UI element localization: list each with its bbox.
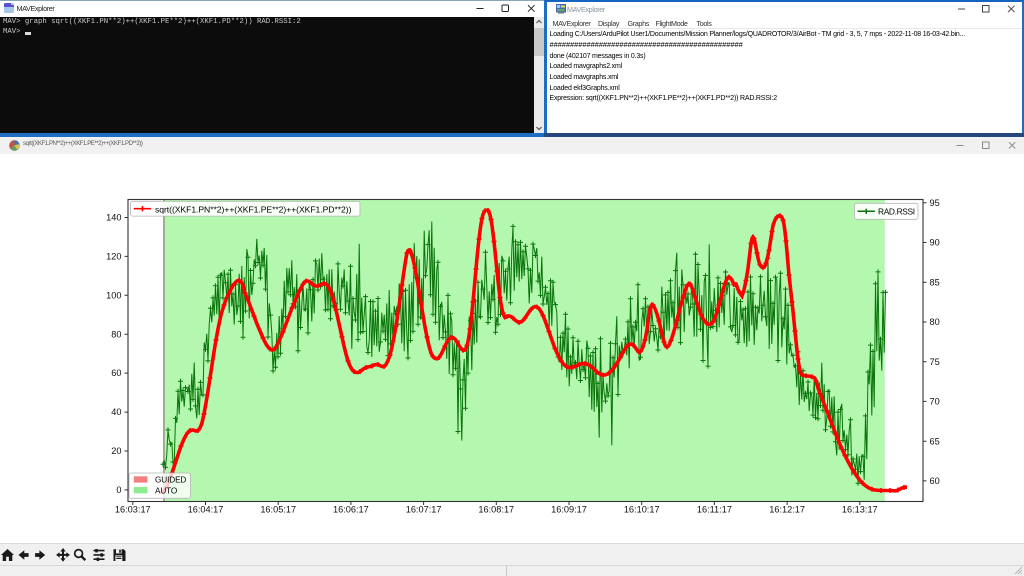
svg-text:16:11:17: 16:11:17: [697, 505, 732, 515]
svg-text:sqrt((XKF1.PN**2)++(XKF1.PE**2: sqrt((XKF1.PN**2)++(XKF1.PE**2)++(XKF1.P…: [155, 204, 352, 214]
svg-text:120: 120: [106, 252, 121, 262]
svg-text:90: 90: [930, 238, 940, 248]
svg-text:85: 85: [930, 277, 940, 287]
svg-text:GUIDED: GUIDED: [155, 476, 186, 485]
svg-text:40: 40: [111, 407, 121, 417]
svg-text:95: 95: [930, 198, 940, 208]
svg-text:16:05:17: 16:05:17: [260, 505, 296, 515]
svg-text:140: 140: [106, 213, 121, 223]
svg-text:100: 100: [106, 290, 121, 300]
svg-text:80: 80: [930, 317, 940, 327]
svg-text:80: 80: [111, 329, 121, 339]
svg-text:16:13:17: 16:13:17: [842, 505, 878, 515]
svg-text:0: 0: [116, 485, 121, 495]
svg-text:16:04:17: 16:04:17: [188, 505, 224, 515]
svg-text:60: 60: [111, 368, 121, 378]
svg-text:16:08:17: 16:08:17: [478, 505, 514, 515]
svg-text:16:09:17: 16:09:17: [551, 505, 587, 515]
svg-text:16:03:17: 16:03:17: [115, 505, 151, 515]
svg-text:AUTO: AUTO: [155, 486, 177, 495]
svg-text:16:06:17: 16:06:17: [333, 505, 369, 515]
svg-text:70: 70: [930, 397, 940, 407]
svg-text:16:12:17: 16:12:17: [769, 505, 805, 515]
svg-text:65: 65: [930, 436, 940, 446]
svg-text:RAD.RSSI: RAD.RSSI: [878, 207, 915, 217]
svg-text:20: 20: [111, 446, 121, 456]
svg-text:16:10:17: 16:10:17: [624, 505, 660, 515]
svg-text:60: 60: [930, 476, 940, 486]
svg-text:16:07:17: 16:07:17: [406, 505, 442, 515]
svg-text:75: 75: [930, 357, 940, 367]
